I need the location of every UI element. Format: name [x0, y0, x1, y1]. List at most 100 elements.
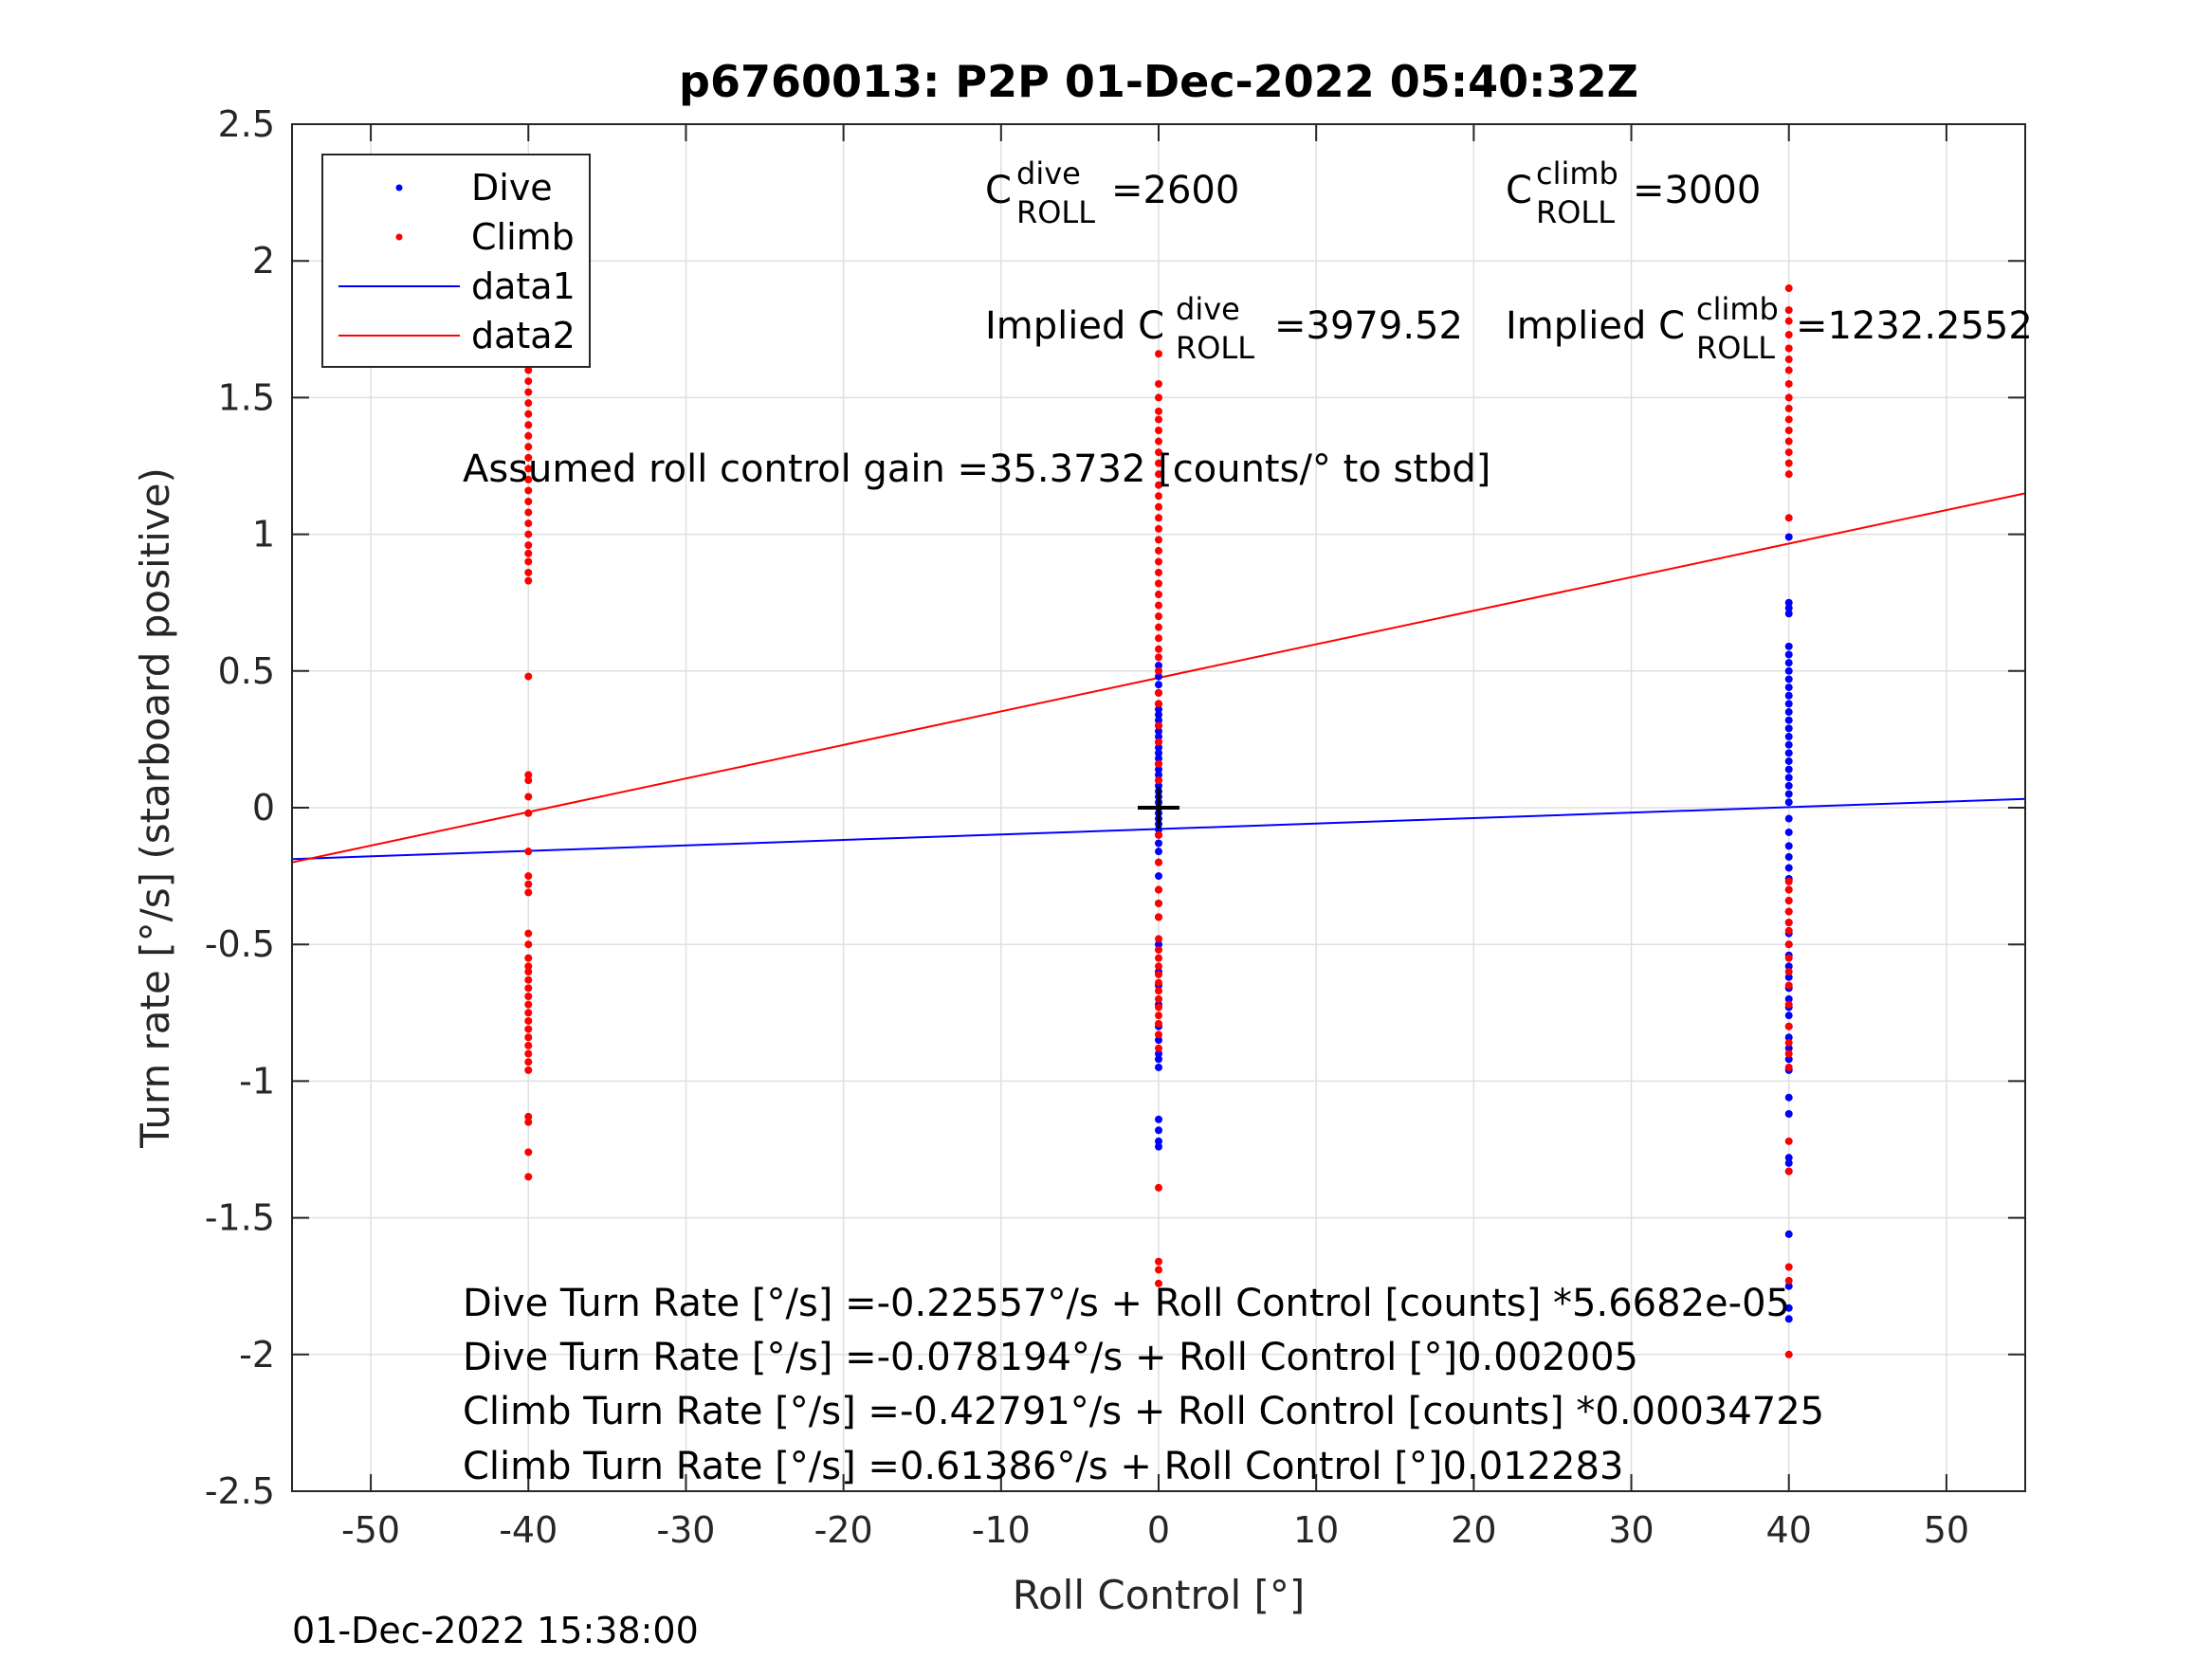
climb-point [1155, 612, 1162, 621]
dive-point [1784, 708, 1793, 717]
dive-point [1155, 848, 1162, 856]
x-tick-label: 40 [1766, 1509, 1812, 1551]
legend-data1-label: data1 [471, 265, 576, 307]
climb-point [524, 568, 533, 576]
climb-point [524, 410, 533, 418]
climb-point [1784, 1263, 1793, 1271]
climb-point [1155, 978, 1162, 987]
climb-point [524, 557, 533, 566]
climb-point [1784, 885, 1793, 894]
climb-point [1155, 688, 1162, 697]
climb-point [1155, 987, 1162, 995]
climb-point [1155, 954, 1162, 962]
climb-point [1155, 481, 1162, 489]
annotation-implied-dive: Implied C dive ROLL =3979.52 [985, 291, 1463, 366]
dive-point [1784, 864, 1793, 872]
implied-climb-value: =1232.2552 [1796, 304, 2033, 348]
origin-cross-marker [1138, 787, 1179, 829]
dive-point [1784, 1230, 1793, 1238]
climb-point [1155, 1279, 1162, 1287]
dive-point [1784, 650, 1793, 659]
fit-equations: Dive Turn Rate [°/s] =-0.22557°/s + Roll… [463, 1282, 1824, 1488]
climb-point [1155, 393, 1162, 402]
implied-climb-sub: ROLL [1696, 330, 1775, 366]
climb-point [1784, 356, 1793, 364]
dive-point [1784, 1110, 1793, 1119]
climb-point [1155, 830, 1162, 839]
climb-point [1784, 437, 1793, 446]
dive-point [1784, 1044, 1793, 1052]
footer-timestamp: 01-Dec-2022 15:38:00 [292, 1610, 699, 1651]
dive-point [1784, 691, 1793, 700]
dive-point [1155, 681, 1162, 689]
dive-point [1155, 743, 1162, 752]
climb-point [1155, 591, 1162, 599]
climb-point [524, 1025, 533, 1033]
climb-point [1155, 1012, 1162, 1020]
legend-box [321, 154, 591, 368]
annotation-c-roll-dive: C dive ROLL =2600 [985, 155, 1239, 230]
climb-point [1784, 1063, 1793, 1071]
climb-point [1155, 1019, 1162, 1028]
climb-point [1784, 344, 1793, 353]
climb-point [524, 954, 533, 962]
climb-point [1155, 437, 1162, 446]
climb-point [1155, 415, 1162, 424]
dive-point [1155, 755, 1162, 763]
climb-point [1155, 634, 1162, 643]
climb-point [1155, 492, 1162, 501]
dive-point [1155, 839, 1162, 848]
climb-point [1784, 393, 1793, 402]
climb-point [1155, 899, 1162, 907]
climb-point [1155, 759, 1162, 768]
climb-point [1784, 1049, 1793, 1058]
dive-point [1155, 1126, 1162, 1135]
legend-data2-label: data2 [471, 315, 576, 356]
climb-point [1155, 427, 1162, 435]
climb-point [1155, 379, 1162, 388]
climb-point [1155, 514, 1162, 522]
x-tick-label: -10 [972, 1509, 1031, 1551]
annotation-c-roll-climb: C climb ROLL =3000 [1506, 155, 1761, 230]
climb-point [1155, 945, 1162, 954]
dive-point [1784, 852, 1793, 861]
climb-point [1784, 470, 1793, 479]
climb-point [1784, 427, 1793, 435]
climb-point [1155, 776, 1162, 785]
dive-point [1155, 662, 1162, 670]
y-tick-label: -1 [239, 1060, 275, 1102]
dive-point [1784, 1304, 1793, 1312]
climb-point [1155, 1266, 1162, 1274]
dive-point [1155, 1115, 1162, 1123]
dive-point [1784, 973, 1793, 981]
y-tick-label: 0 [252, 787, 275, 829]
climb-point [1784, 448, 1793, 457]
dive-point [1784, 642, 1793, 650]
c-roll-dive-value: =2600 [1111, 169, 1239, 212]
climb-point [1784, 897, 1793, 905]
dive-point [1784, 740, 1793, 749]
climb-point [524, 366, 533, 374]
x-tick-label: 50 [1924, 1509, 1969, 1551]
climb-point [1784, 379, 1793, 388]
climb-point [1784, 404, 1793, 412]
c-roll-dive-sub: ROLL [1016, 194, 1095, 230]
climb-point [1784, 1039, 1793, 1048]
chart-title: p6760013: P2P 01-Dec-2022 05:40:32Z [679, 56, 1638, 107]
climb-point [1155, 448, 1162, 457]
dive-point [1784, 962, 1793, 971]
climb-point [1155, 858, 1162, 866]
climb-point [1155, 1183, 1162, 1192]
climb-point [1155, 623, 1162, 631]
climb-point [1155, 557, 1162, 566]
climb-point [1784, 514, 1793, 522]
dive-point [1784, 666, 1793, 675]
climb-point [524, 530, 533, 538]
dive-point [1784, 724, 1793, 733]
x-tick-label: 10 [1293, 1509, 1339, 1551]
climb-point [1784, 284, 1793, 293]
climb-point [1784, 415, 1793, 424]
climb-point [524, 888, 533, 897]
climb-point [524, 443, 533, 451]
climb-point [1784, 940, 1793, 949]
